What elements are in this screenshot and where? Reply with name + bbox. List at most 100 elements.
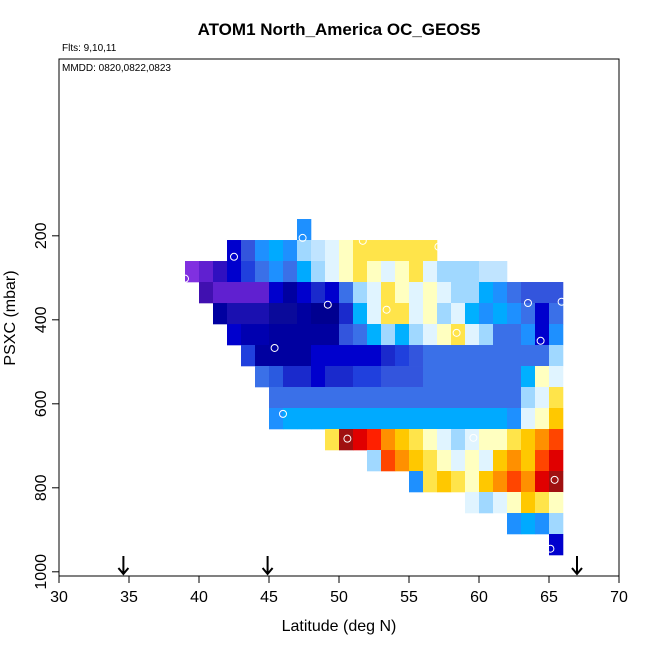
x-tick-label: 45 (260, 589, 278, 606)
heatmap-cell (269, 261, 284, 283)
x-tick-label: 55 (400, 589, 418, 606)
heatmap-cell (493, 345, 508, 367)
heatmap-cell (493, 387, 508, 409)
heatmap-cell (465, 408, 480, 430)
flight-marker (261, 556, 274, 576)
heatmap-cell (381, 303, 396, 325)
heatmap-cell (507, 387, 522, 409)
heatmap-cell (353, 408, 368, 430)
sample-point (279, 409, 287, 418)
heatmap-cell (507, 282, 522, 304)
heatmap-cell (493, 303, 508, 325)
heatmap-cell (395, 408, 410, 430)
heatmap-cell (479, 387, 494, 409)
sample-point (230, 252, 238, 261)
heatmap-cell (409, 366, 424, 388)
heatmap-cell (437, 387, 452, 409)
heatmap-cell (311, 366, 326, 388)
heatmap-cell (507, 513, 522, 535)
heatmap-cell (283, 387, 298, 409)
heatmap-cell (311, 387, 326, 409)
heatmap-cell (521, 513, 536, 535)
heatmap-cell (367, 303, 382, 325)
heatmap-cell (269, 240, 284, 262)
heatmap-cell (297, 282, 312, 304)
heatmap-cell (367, 366, 382, 388)
heatmap-cell (213, 261, 228, 283)
heatmap-cell (451, 324, 466, 346)
heatmap-cell (269, 387, 284, 409)
heatmap-cell (507, 345, 522, 367)
heatmap-cell (353, 240, 368, 262)
sample-point (382, 305, 391, 314)
heatmap-cell (227, 261, 242, 283)
heatmap-cell (479, 471, 494, 493)
heatmap-cell (241, 282, 256, 304)
heatmap-cell (437, 366, 452, 388)
heatmap-cell (297, 387, 312, 409)
heatmap-cell (549, 324, 564, 346)
heatmap-cell (395, 366, 410, 388)
heatmap-cell (255, 345, 270, 367)
heatmap-cell (535, 282, 550, 304)
heatmap-cell (423, 282, 438, 304)
sample-point (434, 242, 443, 251)
heatmap-cell (451, 387, 466, 409)
y-tick-label: 400 (33, 306, 50, 333)
heatmap-cell (521, 303, 536, 325)
heatmap-cell (535, 450, 550, 472)
heatmap-cell (241, 261, 256, 283)
heatmap-cell (465, 492, 480, 514)
heatmap-cell (535, 324, 550, 346)
flight-marker (117, 556, 130, 576)
heatmap-cell (437, 408, 452, 430)
heatmap-cell (507, 429, 522, 451)
heatmap-cell (213, 282, 228, 304)
heatmap-cell (479, 324, 494, 346)
heatmap-cell (493, 492, 508, 514)
heatmap-cell (283, 345, 298, 367)
heatmap-cell (409, 303, 424, 325)
heatmap-cell (381, 366, 396, 388)
heatmap-cell (297, 324, 312, 346)
heatmap-cell (451, 366, 466, 388)
heatmap-cell (465, 282, 480, 304)
heatmap-cell (381, 408, 396, 430)
heatmap-cell (437, 429, 452, 451)
heatmap-cell (507, 492, 522, 514)
heatmap-cell (535, 366, 550, 388)
heatmap-cell (465, 303, 480, 325)
heatmap-cell (535, 513, 550, 535)
heatmap-cell (381, 429, 396, 451)
x-tick-label: 60 (470, 589, 488, 606)
heatmap-cell (381, 345, 396, 367)
heatmap-cell (465, 471, 480, 493)
heatmap-cell (283, 303, 298, 325)
heatmap-cell (367, 282, 382, 304)
heatmap-cell (479, 261, 494, 283)
heatmap-cell (283, 324, 298, 346)
heatmap-cell (423, 429, 438, 451)
heatmap-cell (521, 429, 536, 451)
heatmap-cell (437, 303, 452, 325)
heatmap-cell (423, 240, 438, 262)
heatmap-cell (395, 450, 410, 472)
x-axis-label: Latitude (deg N) (282, 618, 397, 635)
heatmap-cell (409, 345, 424, 367)
heatmap-cell (311, 261, 326, 283)
x-tick-label: 40 (190, 589, 208, 606)
heatmap-cell (409, 282, 424, 304)
heatmap-cell (451, 471, 466, 493)
heatmap-cell (297, 303, 312, 325)
heatmap-cell (199, 282, 214, 304)
heatmap-cell (367, 261, 382, 283)
sample-point (270, 343, 279, 352)
heatmap-cell (325, 261, 340, 283)
heatmap-cell (507, 324, 522, 346)
heatmap-cell (339, 345, 354, 367)
heatmap-cell (325, 324, 340, 346)
sample-point (536, 336, 545, 345)
heatmap-cell (283, 282, 298, 304)
heatmap-cell (423, 387, 438, 409)
